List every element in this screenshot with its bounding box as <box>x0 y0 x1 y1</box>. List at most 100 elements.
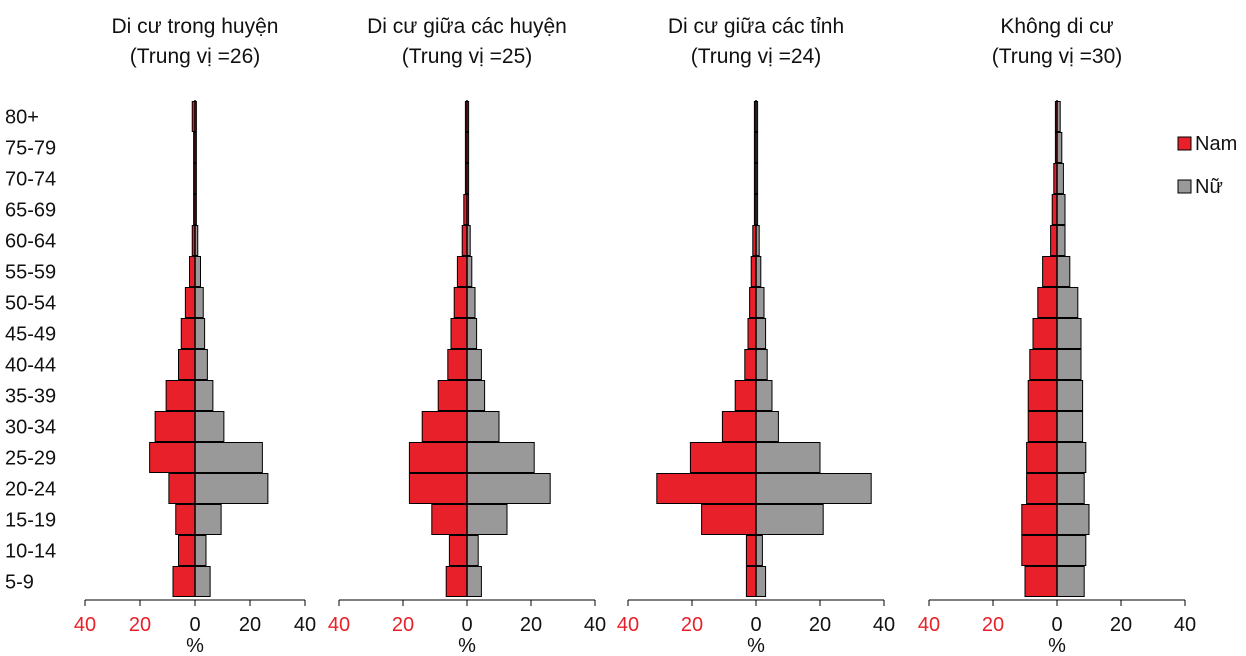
bar-nam-30-34 <box>1027 411 1058 442</box>
bar-nam-20-24 <box>1026 473 1058 504</box>
bar-nu-30-34 <box>194 411 225 442</box>
age-label-40-44: 40-44 <box>5 355 56 377</box>
bar-nu-15-19 <box>194 504 222 535</box>
bar-nam-60-64 <box>1050 225 1058 256</box>
x-axis-unit: % <box>458 635 476 656</box>
x-tick-label: 40 <box>918 614 940 636</box>
bar-nam-40-44 <box>1029 349 1058 380</box>
bar-nam-5-9 <box>445 566 468 597</box>
bar-nam-20-24 <box>168 473 196 504</box>
age-label-10-14: 10-14 <box>5 541 56 563</box>
panel-subtitle-median: (Trung vị =26) <box>130 45 261 68</box>
bar-nu-60-64 <box>1056 225 1066 256</box>
bar-nam-5-9 <box>745 566 757 597</box>
bar-nu-15-19 <box>755 504 824 535</box>
bar-nu-15-19 <box>1056 504 1090 535</box>
age-label-15-19: 15-19 <box>5 510 56 532</box>
bar-nu-70-74 <box>1056 163 1064 194</box>
panel-title: Di cư giữa các tỉnh <box>668 15 844 38</box>
bar-nam-15-19 <box>1021 504 1058 535</box>
x-tick-label: 20 <box>520 614 542 636</box>
bar-nam-25-29 <box>149 442 196 473</box>
bar-nu-10-14 <box>466 535 479 566</box>
bar-nam-35-39 <box>165 380 196 411</box>
x-tick-label: 40 <box>617 614 639 636</box>
bar-nu-40-44 <box>194 349 208 380</box>
bar-nam-45-49 <box>1032 318 1058 349</box>
bar-nam-30-34 <box>721 411 757 442</box>
panel-title: Không di cư <box>1000 15 1113 38</box>
bar-nu-20-24 <box>194 473 269 504</box>
x-tick-label: 0 <box>1051 614 1062 636</box>
bar-nu-35-39 <box>1056 380 1084 411</box>
bar-nam-25-29 <box>689 442 757 473</box>
bar-nam-45-49 <box>747 318 757 349</box>
x-tick-label: 0 <box>461 614 472 636</box>
panel-subtitle-median: (Trung vị =30) <box>992 45 1123 68</box>
bar-nam-5-9 <box>1024 566 1058 597</box>
bar-nam-10-14 <box>448 535 468 566</box>
bar-nu-35-39 <box>755 380 773 411</box>
bar-nu-25-29 <box>194 442 263 473</box>
bar-nam-50-54 <box>453 287 468 318</box>
bar-nam-40-44 <box>744 349 757 380</box>
age-label-50-54: 50-54 <box>5 293 56 315</box>
age-label-80plus: 80+ <box>5 107 39 129</box>
bar-nam-45-49 <box>450 318 468 349</box>
bar-nam-15-19 <box>175 504 196 535</box>
bar-nu-20-24 <box>466 473 551 504</box>
bar-nu-45-49 <box>755 318 767 349</box>
age-label-45-49: 45-49 <box>5 324 56 346</box>
x-axis-unit: % <box>186 635 204 656</box>
bar-nu-35-39 <box>466 380 486 411</box>
bar-nam-30-34 <box>421 411 468 442</box>
bar-nam-5-9 <box>172 566 196 597</box>
panel-1: Di cư trong huyện (Trung vị =26) 40 20 0 20 40… <box>74 15 316 656</box>
age-label-70-74: 70-74 <box>5 169 56 191</box>
bar-nu-5-9 <box>755 566 767 597</box>
legend-label-nam: Nam <box>1195 133 1237 155</box>
age-label-55-59: 55-59 <box>5 262 56 284</box>
age-label-65-69: 65-69 <box>5 200 56 222</box>
panel-subtitle-median: (Trung vị =25) <box>402 45 533 68</box>
bar-nam-20-24 <box>408 473 468 504</box>
bar-nu-10-14 <box>1056 535 1087 566</box>
bar-nu-50-54 <box>466 287 476 318</box>
bar-nu-30-34 <box>466 411 500 442</box>
bar-nam-35-39 <box>734 380 757 411</box>
bar-nu-40-44 <box>755 349 768 380</box>
panel-title: Di cư trong huyện <box>112 15 279 38</box>
panel-title: Di cư giữa các huyện <box>367 15 567 38</box>
bar-nam-25-29 <box>408 442 468 473</box>
bar-nam-10-14 <box>745 535 757 566</box>
bar-nam-50-54 <box>1037 287 1058 318</box>
age-label-35-39: 35-39 <box>5 386 56 408</box>
x-tick-label: 20 <box>1110 614 1132 636</box>
bar-nu-45-49 <box>466 318 478 349</box>
age-label-5-9: 5-9 <box>5 572 34 594</box>
bar-nam-15-19 <box>701 504 757 535</box>
bar-nu-55-59 <box>194 256 201 287</box>
bar-nu-25-29 <box>466 442 535 473</box>
bar-nam-50-54 <box>749 287 757 318</box>
bar-nam-45-49 <box>180 318 196 349</box>
x-tick-label: 0 <box>750 614 761 636</box>
bar-nam-20-24 <box>656 473 757 504</box>
x-tick-label: 40 <box>74 614 96 636</box>
bar-nu-25-29 <box>755 442 821 473</box>
bar-nu-55-59 <box>1056 256 1071 287</box>
bar-nu-10-14 <box>755 535 763 566</box>
bar-nam-55-59 <box>456 256 468 287</box>
age-label-25-29: 25-29 <box>5 448 56 470</box>
bar-nam-25-29 <box>1026 442 1058 473</box>
bar-nu-65-69 <box>1056 194 1066 225</box>
bar-nu-20-24 <box>1056 473 1085 504</box>
legend-label-nu: Nữ <box>1195 176 1223 198</box>
bar-nam-10-14 <box>178 535 196 566</box>
bar-nu-50-54 <box>1056 287 1079 318</box>
x-tick-label: 40 <box>1174 614 1196 636</box>
legend-swatch-nam <box>1177 136 1192 151</box>
bar-nam-55-59 <box>1042 256 1058 287</box>
bar-nu-50-54 <box>755 287 765 318</box>
